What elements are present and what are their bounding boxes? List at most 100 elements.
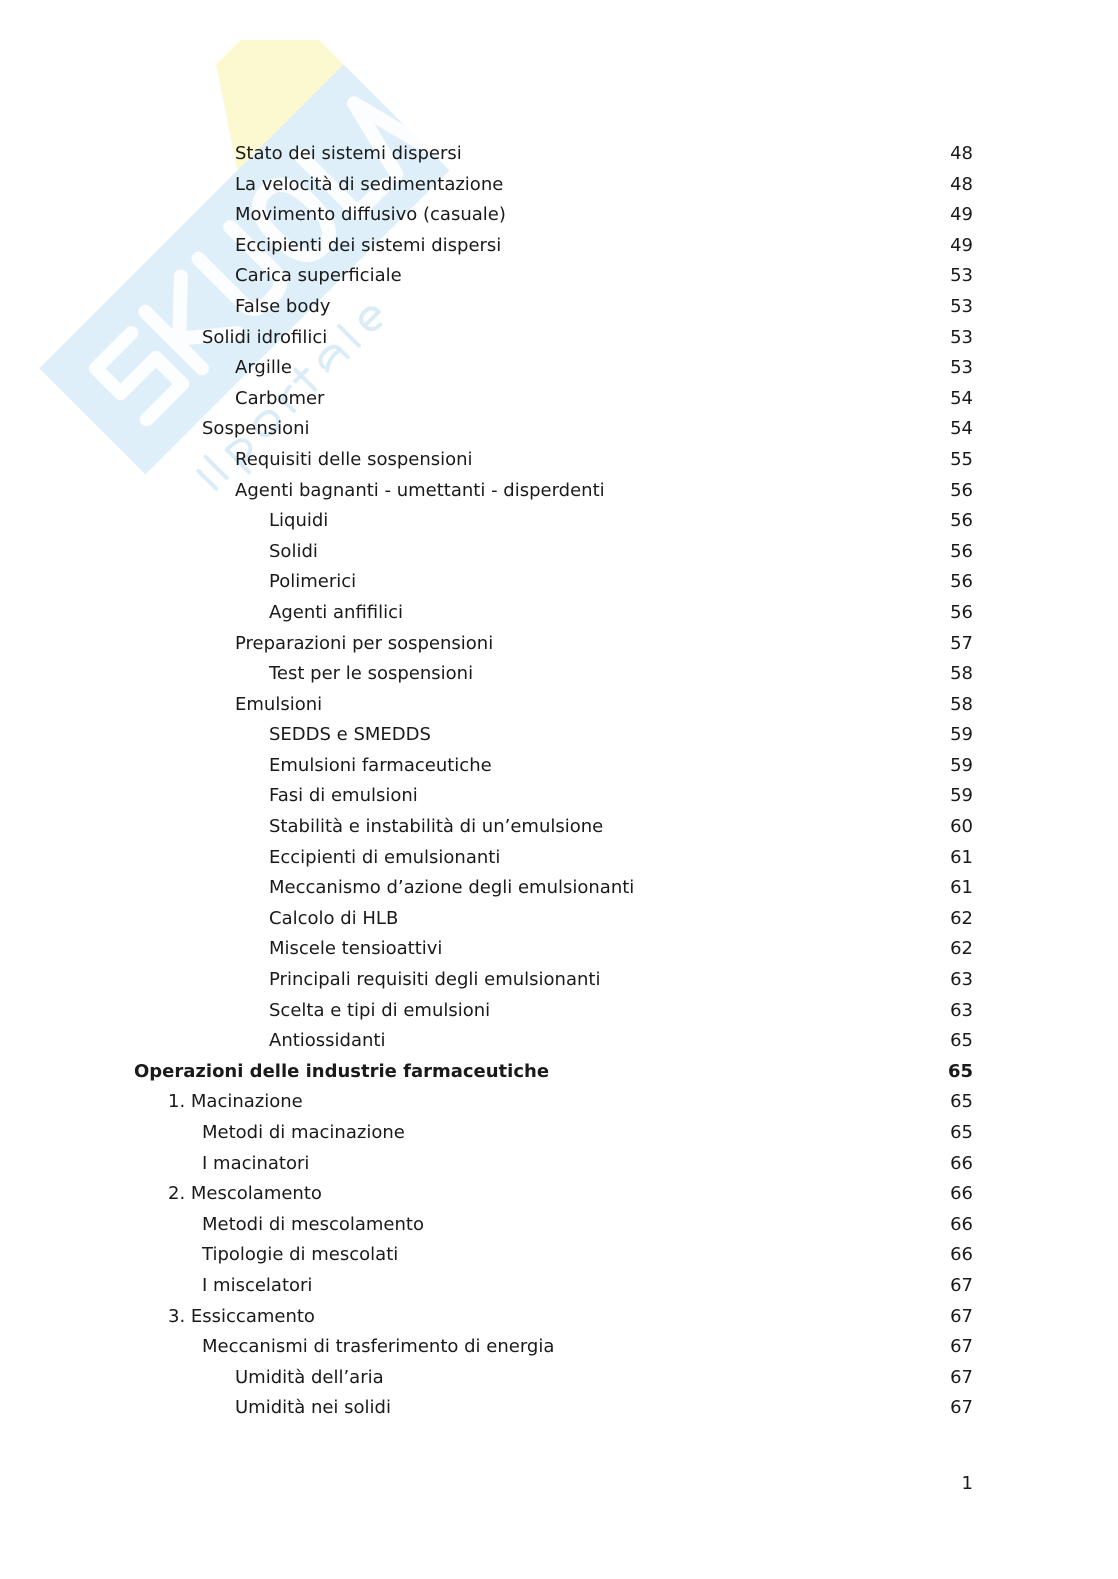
toc-entry-page: 66 xyxy=(950,1183,973,1205)
toc-entry-page: 59 xyxy=(950,785,973,807)
toc-entry[interactable]: La velocità di sedimentazione 48 xyxy=(0,170,1118,201)
toc-entry-title: La velocità di sedimentazione xyxy=(235,173,504,195)
toc-entry-title: Carica superficiale xyxy=(235,265,402,287)
toc-entry-title: Operazioni delle industrie farmaceutiche xyxy=(134,1060,550,1082)
toc-entry-page: 62 xyxy=(950,938,973,960)
page-number: 1 xyxy=(961,1473,973,1494)
toc-entry[interactable]: Argille 53 xyxy=(0,353,1118,384)
toc-entry[interactable]: Meccanismi di trasferimento di energia 67 xyxy=(0,1332,1118,1363)
toc-entry-title: Principali requisiti degli emulsionanti xyxy=(269,969,601,991)
toc-entry[interactable]: Meccanismo d’azione degli emulsionanti 61 xyxy=(0,873,1118,904)
toc-entry-page: 67 xyxy=(950,1366,973,1388)
toc-entry-title: Emulsioni farmaceutiche xyxy=(269,754,492,776)
toc-entry-page: 65 xyxy=(947,1060,973,1082)
toc-entry-title: SEDDS e SMEDDS xyxy=(269,724,431,746)
toc-entry-title: Calcolo di HLB xyxy=(269,907,399,929)
toc-entry[interactable]: Carbomer 54 xyxy=(0,384,1118,415)
toc-entry-page: 56 xyxy=(950,479,973,501)
toc-entry[interactable]: Solidi idrofilici 53 xyxy=(0,323,1118,354)
toc-entry-page: 59 xyxy=(950,754,973,776)
toc-entry-page: 56 xyxy=(950,510,973,532)
toc-entry[interactable]: Antiossidanti 65 xyxy=(0,1026,1118,1057)
toc-entry-title: Stato dei sistemi dispersi xyxy=(235,143,462,164)
toc-entry-title: Tipologie di mescolati xyxy=(202,1244,399,1266)
toc-entry[interactable]: SEDDS e SMEDDS 59 xyxy=(0,720,1118,751)
toc-entry[interactable]: Agenti anfifilici 56 xyxy=(0,598,1118,629)
toc-entry[interactable]: False body 53 xyxy=(0,292,1118,323)
toc-entry[interactable]: 3. Essiccamento 67 xyxy=(0,1302,1118,1333)
toc-entry-page: 58 xyxy=(950,693,973,715)
toc-entry-page: 67 xyxy=(950,1336,973,1358)
toc-entry[interactable]: 2. Mescolamento 66 xyxy=(0,1179,1118,1210)
toc-entry[interactable]: Sospensioni 54 xyxy=(0,414,1118,445)
toc-entry-page: 56 xyxy=(950,571,973,593)
toc-entry-title: Preparazioni per sospensioni xyxy=(235,632,494,654)
toc-entry-page: 48 xyxy=(950,173,973,195)
toc-entry[interactable]: Umidità dell’aria 67 xyxy=(0,1363,1118,1394)
toc-entry[interactable]: Emulsioni farmaceutiche 59 xyxy=(0,751,1118,782)
toc-entry-title: Metodi di macinazione xyxy=(202,1122,405,1143)
toc-entry-title: Scelta e tipi di emulsioni xyxy=(269,999,491,1021)
toc-entry-title: Eccipienti dei sistemi dispersi xyxy=(235,234,502,256)
toc-entry-page: 65 xyxy=(950,1122,973,1143)
toc-entry-page: 65 xyxy=(950,1030,973,1052)
toc-entry[interactable]: Emulsioni 58 xyxy=(0,690,1118,721)
toc-entry-page: 48 xyxy=(950,143,973,164)
toc-entry[interactable]: Movimento diffusivo (casuale) 49 xyxy=(0,200,1118,231)
toc-entry[interactable]: Carica superficiale 53 xyxy=(0,261,1118,292)
toc-entry[interactable]: Stato dei sistemi dispersi 48 xyxy=(0,139,1118,170)
toc-entry[interactable]: Eccipienti dei sistemi dispersi 49 xyxy=(0,231,1118,262)
toc-entry-title: Liquidi xyxy=(269,510,329,532)
toc-entry[interactable]: Solidi 56 xyxy=(0,537,1118,568)
toc-entry-page: 63 xyxy=(950,969,973,991)
toc-entry-title: Metodi di mescolamento xyxy=(202,1213,424,1235)
toc-entry[interactable]: Operazioni delle industrie farmaceutiche… xyxy=(0,1057,1118,1088)
toc-entry-title: Argille xyxy=(235,357,292,379)
toc-entry-page: 61 xyxy=(950,877,973,899)
toc-entry[interactable]: I miscelatori 67 xyxy=(0,1271,1118,1302)
toc-entry-title: Meccanismi di trasferimento di energia xyxy=(202,1336,555,1358)
toc-entry[interactable]: Agenti bagnanti - umettanti - disperdent… xyxy=(0,476,1118,507)
toc-entry-title: Antiossidanti xyxy=(269,1030,386,1052)
toc-entry-page: 66 xyxy=(950,1152,973,1174)
toc-entry-title: Agenti bagnanti - umettanti - disperdent… xyxy=(235,479,605,501)
toc-entry[interactable]: Requisiti delle sospensioni 55 xyxy=(0,445,1118,476)
toc-entry-title: Miscele tensioattivi xyxy=(269,938,443,960)
toc-entry-title: Umidità nei solidi xyxy=(235,1397,391,1419)
toc-entry[interactable]: Principali requisiti degli emulsionanti 6… xyxy=(0,965,1118,996)
toc-entry[interactable]: Stabilità e instabilità di un’emulsione 6… xyxy=(0,812,1118,843)
toc-entry-title: Fasi di emulsioni xyxy=(269,785,418,807)
toc-entry-page: 53 xyxy=(950,357,973,379)
toc-entry[interactable]: I macinatori 66 xyxy=(0,1149,1118,1180)
toc-entry[interactable]: Test per le sospensioni 58 xyxy=(0,659,1118,690)
toc-entry-page: 56 xyxy=(950,601,973,623)
toc-entry-page: 60 xyxy=(950,816,973,838)
toc-entry-title: Stabilità e instabilità di un’emulsione xyxy=(269,816,604,838)
toc-entry-page: 53 xyxy=(950,326,973,348)
toc-entry-page: 53 xyxy=(950,265,973,287)
toc-entry-title: Meccanismo d’azione degli emulsionanti xyxy=(269,877,635,899)
toc-entry-page: 62 xyxy=(950,907,973,929)
toc-entry[interactable]: 1. Macinazione 65 xyxy=(0,1087,1118,1118)
toc-entry[interactable]: Calcolo di HLB 62 xyxy=(0,904,1118,935)
toc-entry[interactable]: Metodi di mescolamento 66 xyxy=(0,1210,1118,1241)
toc-entry[interactable]: Miscele tensioattivi 62 xyxy=(0,934,1118,965)
toc-entry-page: 65 xyxy=(950,1091,973,1113)
toc-entry-title: Requisiti delle sospensioni xyxy=(235,448,473,470)
table-of-contents: Stato dei sistemi dispersi 48 La velocità … xyxy=(0,139,1118,1424)
toc-entry[interactable]: Scelta e tipi di emulsioni 63 xyxy=(0,996,1118,1027)
toc-entry-page: 67 xyxy=(950,1397,973,1419)
toc-entry[interactable]: Metodi di macinazione 65 xyxy=(0,1118,1118,1149)
toc-entry[interactable]: Polimerici 56 xyxy=(0,567,1118,598)
toc-entry[interactable]: Eccipienti di emulsionanti 61 xyxy=(0,843,1118,874)
toc-entry[interactable]: Liquidi 56 xyxy=(0,506,1118,537)
toc-entry[interactable]: Fasi di emulsioni 59 xyxy=(0,781,1118,812)
toc-entry-title: Polimerici xyxy=(269,571,357,593)
toc-entry-title: Movimento diffusivo (casuale) xyxy=(235,204,506,226)
toc-entry-page: 57 xyxy=(950,632,973,654)
toc-entry[interactable]: Umidità nei solidi 67 xyxy=(0,1393,1118,1424)
toc-entry[interactable]: Tipologie di mescolati 66 xyxy=(0,1240,1118,1271)
toc-entry-title: I macinatori xyxy=(202,1152,310,1174)
toc-entry-title: Solidi xyxy=(269,540,318,562)
toc-entry[interactable]: Preparazioni per sospensioni 57 xyxy=(0,629,1118,660)
